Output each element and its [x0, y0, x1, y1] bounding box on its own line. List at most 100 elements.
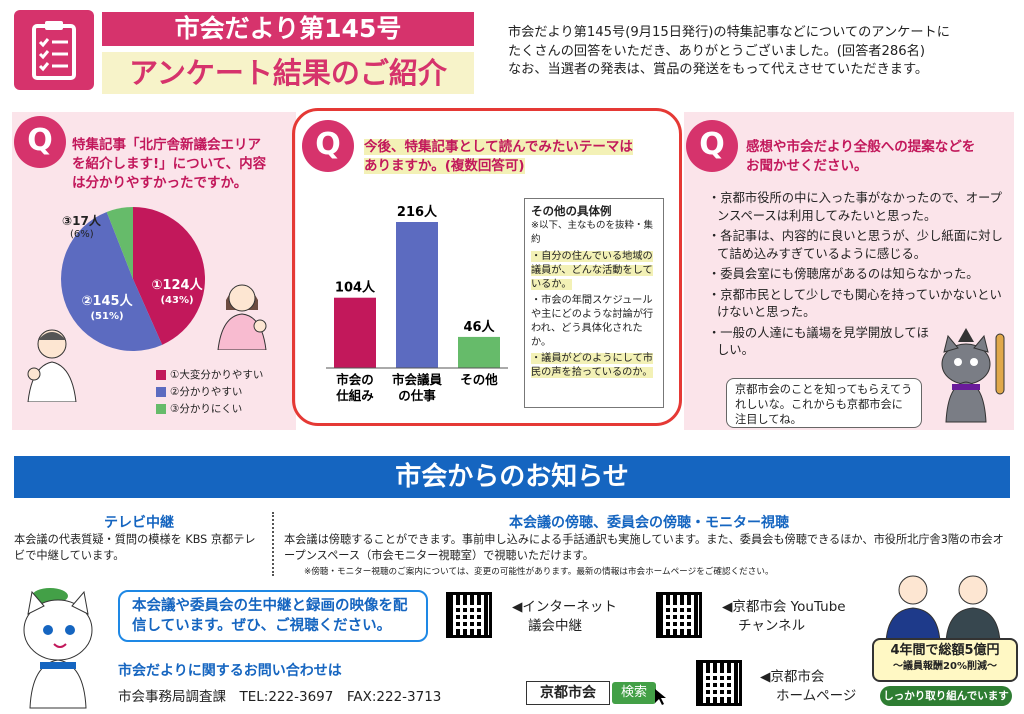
bar — [458, 336, 500, 368]
search-button[interactable]: 検索 — [612, 682, 656, 704]
pie-legend: ①大変分かりやすい ②分かりやすい ③分かりにくい — [156, 366, 263, 417]
q-badge: Q — [686, 120, 738, 172]
link-label: 議会中継 — [528, 618, 582, 634]
observation-heading: 本会議の傍聴、委員会の傍聴・モニター視聴 — [509, 515, 789, 531]
pie-label-value: ②145人 — [81, 294, 133, 309]
comment-item: ・委員会室にも傍聴席があるのは知らなかった。 — [708, 267, 979, 281]
category-label: 市会の — [336, 372, 374, 387]
comment-item: ・京都市役所の中に入った事がなかったので、オープンスペースは利用してみたいと思っ… — [708, 191, 1002, 223]
link-label: ホームページ — [776, 688, 857, 704]
salary-cut-badge: 4年間で総額5億円 ～議員報酬20%削減～ — [872, 638, 1018, 682]
pie-label-value: ③17人 — [62, 214, 101, 228]
bar — [334, 297, 376, 368]
question-line: 感想や市会だより全般への提案などを — [746, 139, 976, 155]
question-line: ありますか。(複数回答可) — [364, 158, 525, 174]
category-label: 市会議員 — [392, 372, 443, 387]
homepage-link[interactable]: ◀京都市会 ホームページ — [760, 668, 856, 706]
other-item: ・自分の住んでいる地域の議員が、どんな活動をしているか。 — [531, 251, 653, 290]
link-label: ◀京都市会 — [760, 669, 825, 685]
comment-item: ・一般の人達にも議場を見学開放してほしい。 — [708, 325, 929, 358]
legend-item: ①大変分かりやすい — [156, 366, 263, 383]
other-note: ※以下、主なものを抜粋・集約 — [531, 220, 653, 245]
cat-mascot-illustration — [941, 328, 1005, 423]
pie-label-pct: (43%) — [160, 295, 194, 306]
pie-slice — [106, 207, 133, 279]
intro-line: なお、当選者の発表は、賞品の発送をもって代えさせていただきます。 — [508, 62, 929, 77]
question3-text: 感想や市会だより全般への提案などを お聞かせください。 — [746, 138, 1012, 176]
section-divider — [272, 512, 274, 576]
question-line: お聞かせください。 — [746, 158, 868, 174]
other-item: ・市会の年間スケジュールや主にどのような討論が行われ、どう具体化されたか。 — [531, 295, 654, 348]
bar-value-label: 46人 — [463, 319, 495, 335]
q-badge: Q — [14, 116, 66, 168]
category-label: 仕組み — [335, 388, 374, 403]
intro-line: 市会だより第145号(9月15日発行)の特集記事などについてのアンケートに — [508, 25, 950, 40]
qr-code-icon[interactable] — [446, 592, 492, 638]
comment-item: ・京都市民として少しでも関心を持っていかないといけないと思った。 — [708, 287, 1002, 320]
search-keyword-box[interactable]: 京都市会 — [526, 681, 610, 705]
other-title: その他の具体例 — [531, 204, 612, 218]
legend-item: ③分かりにくい — [156, 400, 263, 417]
q-badge: Q — [302, 120, 354, 172]
qr-code-icon[interactable] — [696, 660, 742, 706]
legend-item: ②分かりやすい — [156, 383, 263, 400]
legend-label: ①大変分かりやすい — [170, 369, 264, 381]
question-line: 今後、特集記事として読んでみたいテーマは — [364, 139, 633, 155]
tv-text: 本会議の代表質疑・質問の模様を KBS 京都テレビで中継しています。 — [14, 533, 256, 562]
council-members-illustration — [885, 575, 1001, 643]
question-line: を紹介します!」について、内容 — [72, 156, 267, 172]
bar — [396, 222, 438, 368]
clipboard-icon — [14, 10, 94, 90]
contact-heading: 市会だよりに関するお問い合わせは — [118, 663, 342, 679]
link-label: ◀京都市会 YouTube — [722, 599, 846, 615]
news-banner: 市会からのお知らせ — [14, 456, 1010, 498]
category-label: の仕事 — [398, 388, 436, 403]
link-label: チャンネル — [738, 618, 806, 634]
legend-swatch — [156, 403, 166, 414]
pie-slice — [61, 211, 163, 351]
pie-label-3: ③17人 (6%) — [62, 214, 101, 242]
woman-illustration — [217, 284, 267, 350]
legend-swatch — [156, 369, 166, 380]
link-label: ◀インターネット — [512, 599, 617, 615]
comment-item: ・各記事は、内容的に良いと思うが、少し紙面に対して詰め込みすぎているように感じる… — [708, 229, 1003, 261]
comment-list: ・京都市役所の中に入った事がなかったので、オープンスペースは利用してみたいと思っ… — [708, 190, 1008, 363]
pie-slice — [133, 207, 206, 345]
legend-swatch — [156, 386, 166, 397]
cat-mascot-illustration — [23, 588, 93, 709]
badge-ribbon: しっかり取り組んでいます — [880, 686, 1012, 706]
issue-title: 市会だより第145号 — [102, 12, 474, 46]
youtube-channel-link[interactable]: ◀京都市会 YouTube チャンネル — [722, 598, 846, 636]
pie-label-1: ①124人 (43%) — [146, 278, 208, 308]
intro-line: たくさんの回答をいただき、ありがとうございました。(回答者286名) — [508, 43, 925, 59]
speech-bubble: 京都市会のことを知ってもらえてうれしいな。これからも京都市会に注目してね。 — [726, 378, 922, 428]
page-title: アンケート結果のご紹介 — [102, 52, 474, 94]
observation-note: ※傍聴・モニター視聴のご案内については、変更の可能性があります。最新の情報は市会… — [304, 567, 774, 577]
badge-line: ～議員報酬20%削減～ — [893, 661, 997, 672]
pie-label-2: ②145人 (51%) — [76, 294, 138, 324]
question2-text: 今後、特集記事として読んでみたいテーマは ありますか。(複数回答可) — [364, 138, 674, 176]
other-examples-box: その他の具体例 ※以下、主なものを抜粋・集約 ・自分の住んでいる地域の議員が、ど… — [524, 198, 664, 408]
category-label: その他 — [460, 372, 498, 387]
highlight-frame — [292, 108, 682, 426]
question1-text: 特集記事「北庁舎新議会エリア を紹介します!」について、内容 は分かりやすかった… — [72, 136, 292, 193]
internet-broadcast-link[interactable]: ◀インターネット 議会中継 — [512, 598, 617, 636]
observation-text: 本会議は傍聴することができます。事前申し込みによる手話通訳も実施しています。また… — [284, 533, 1004, 562]
cursor-icon — [655, 689, 666, 705]
qr-code-icon[interactable] — [656, 592, 702, 638]
other-item: ・議員がどのようにして市民の声を拾っているのか。 — [531, 353, 653, 378]
bar-value-label: 104人 — [335, 280, 376, 296]
pie-label-pct: (51%) — [90, 311, 124, 322]
tv-heading: テレビ中継 — [104, 515, 174, 531]
badge-line: 4年間で総額5億円 — [890, 643, 1000, 658]
legend-label: ③分かりにくい — [170, 403, 243, 415]
question-line: 特集記事「北庁舎新議会エリア — [72, 137, 261, 153]
intro-text: 市会だより第145号(9月15日発行)の特集記事などについてのアンケートに たく… — [508, 24, 1018, 80]
live-stream-notice: 本会議や委員会の生中継と録画の映像を配信しています。ぜひ、ご視聴ください。 — [118, 590, 428, 642]
contact-text: 市会事務局調査課 TEL:222-3697 FAX:222-3713 — [118, 689, 442, 705]
pie-chart — [61, 207, 206, 351]
question-line: は分かりやすかったですか。 — [72, 175, 248, 191]
man-illustration — [27, 329, 77, 402]
pie-label-pct: (6%) — [70, 229, 94, 240]
